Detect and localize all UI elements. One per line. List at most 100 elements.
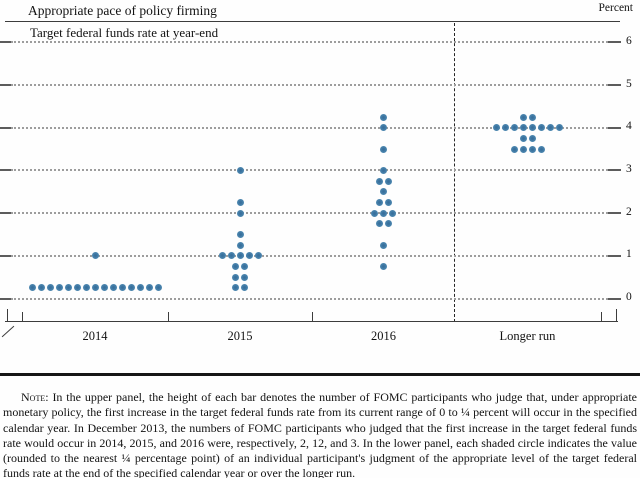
participant-dot	[241, 284, 248, 292]
gridline	[608, 254, 621, 257]
participant-dot	[375, 198, 383, 206]
y-axis-tick-label: 5	[626, 77, 632, 90]
participant-dot	[380, 113, 387, 121]
gridline	[0, 84, 11, 86]
participant-dot	[528, 124, 536, 132]
participant-dot	[241, 273, 248, 281]
participant-dot	[384, 177, 392, 185]
participant-dot	[64, 284, 72, 292]
participant-dot	[118, 284, 126, 292]
participant-dot	[384, 198, 392, 206]
participant-dot	[236, 241, 244, 249]
x-axis-label-2015: 2015	[227, 329, 253, 343]
participant-dot	[555, 124, 563, 132]
participant-dot	[232, 284, 239, 292]
participant-dot	[492, 124, 500, 132]
participant-dot	[380, 166, 387, 174]
x-axis-tick	[616, 309, 617, 322]
participant-dot	[380, 145, 387, 153]
y-axis-tick-label: 6	[626, 34, 632, 47]
gridline	[0, 297, 11, 300]
y-axis-tick-label: 4	[626, 120, 632, 133]
note-label: Note:	[21, 390, 49, 404]
participant-dot	[380, 124, 387, 132]
participant-dot	[519, 124, 527, 132]
gridline	[0, 41, 11, 44]
gridline	[0, 169, 11, 172]
chart-title: Appropriate pace of policy firming	[28, 3, 217, 18]
participant-dot	[546, 124, 554, 132]
participant-dot	[380, 262, 387, 270]
participant-dot	[510, 145, 518, 153]
participant-dot	[380, 241, 387, 249]
y-axis-tick-label: 1	[626, 248, 632, 261]
participant-dot	[236, 252, 244, 260]
header-rule	[5, 21, 620, 22]
participant-dot	[528, 145, 536, 153]
participant-dot	[91, 252, 99, 260]
note-divider-rule	[0, 373, 640, 376]
participant-dot	[528, 134, 536, 142]
gridline	[608, 84, 621, 86]
y-axis-unit-label: Percent	[598, 2, 633, 14]
participant-dot	[245, 252, 253, 260]
gridline	[11, 126, 608, 129]
participant-dot	[384, 220, 392, 228]
participant-dot	[232, 273, 239, 281]
participant-dot	[371, 209, 378, 217]
participant-dot	[375, 177, 383, 185]
gridline	[0, 126, 11, 129]
x-axis-label-longer-run: Longer run	[499, 329, 556, 343]
participant-dot	[82, 284, 90, 292]
note-body: In the upper panel, the height of each b…	[3, 390, 637, 478]
participant-dot	[145, 284, 153, 292]
participant-dot	[519, 145, 527, 153]
participant-dot	[218, 252, 226, 260]
participant-dot	[136, 284, 144, 292]
gridline	[11, 41, 608, 44]
gridline	[11, 254, 608, 257]
participant-dot	[236, 230, 244, 238]
participant-dot	[389, 209, 396, 217]
y-axis-tick-label: 2	[626, 205, 632, 218]
participant-dot	[501, 124, 509, 132]
gridline	[608, 41, 621, 44]
participant-dot	[154, 284, 162, 292]
participant-dot	[236, 198, 244, 206]
longer-run-separator-dashed-line	[454, 23, 455, 322]
gridline	[0, 212, 11, 215]
x-axis-tick	[312, 312, 313, 322]
participant-dot	[91, 284, 99, 292]
participant-dot	[100, 284, 108, 292]
participant-dot	[232, 262, 239, 270]
participant-dot	[537, 145, 545, 153]
gridline	[11, 297, 608, 300]
x-axis-tick	[7, 309, 8, 322]
x-axis-tick	[22, 312, 23, 322]
participant-dot	[28, 284, 36, 292]
gridline	[11, 84, 608, 86]
participant-dot	[37, 284, 45, 292]
participant-dot	[73, 284, 81, 292]
participant-dot	[127, 284, 135, 292]
participant-dot	[109, 284, 117, 292]
participant-dot	[241, 262, 248, 270]
gridline	[608, 297, 621, 300]
participant-dot	[375, 220, 383, 228]
participant-dot	[380, 209, 387, 217]
participant-dot	[227, 252, 235, 260]
participant-dot	[380, 188, 387, 196]
participant-dot	[254, 252, 262, 260]
participant-dot	[537, 124, 545, 132]
participant-dot	[528, 113, 536, 121]
participant-dot	[236, 166, 244, 174]
y-axis-tick-label: 0	[626, 291, 632, 303]
figure-note: Note: In the upper panel, the height of …	[3, 390, 637, 478]
participant-dot	[510, 124, 518, 132]
gridline	[11, 212, 608, 215]
participant-dot	[46, 284, 54, 292]
gridline	[11, 169, 608, 172]
x-axis-tick	[601, 312, 602, 322]
